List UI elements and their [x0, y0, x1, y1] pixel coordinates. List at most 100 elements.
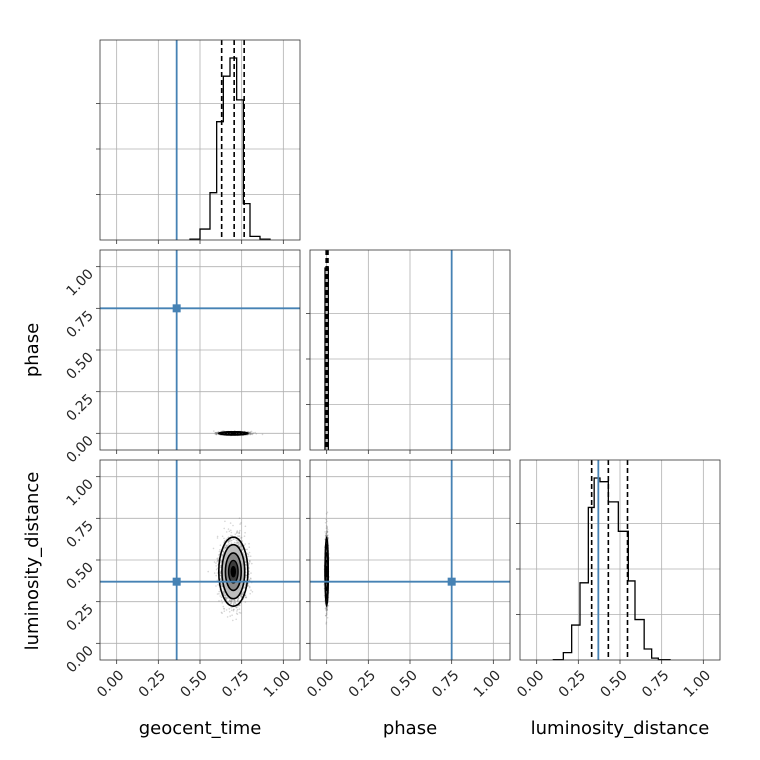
- sample-point: [238, 608, 241, 610]
- y-tick-label: 0.75: [63, 518, 96, 551]
- scatter-geocent-time-vs-phase-contour-level: [230, 431, 237, 436]
- sample-point: [228, 611, 231, 613]
- sample-point: [216, 593, 219, 595]
- sample-point: [214, 431, 217, 434]
- sample-point: [239, 604, 241, 607]
- sample-point: [248, 433, 250, 435]
- x-tick-label: 0.75: [219, 668, 252, 701]
- x-tick-label: 0.00: [94, 668, 127, 701]
- sample-point: [231, 614, 233, 616]
- sample-point: [230, 531, 233, 534]
- sample-point: [226, 616, 229, 618]
- sample-point: [236, 610, 238, 612]
- sample-point: [235, 618, 237, 621]
- y-tick-label: 0.50: [63, 350, 96, 383]
- sample-point: [249, 555, 252, 557]
- sample-point: [249, 433, 252, 436]
- sample-point: [225, 531, 228, 533]
- sample-point: [215, 562, 217, 564]
- sample-point: [234, 533, 237, 535]
- y-tick-label: 0.00: [63, 643, 96, 676]
- sample-point: [213, 572, 216, 574]
- sample-point: [231, 535, 233, 537]
- sample-point: [248, 555, 250, 557]
- sample-point: [220, 596, 223, 599]
- sample-point: [216, 572, 219, 574]
- sample-point: [240, 522, 242, 524]
- sample-point: [229, 522, 232, 524]
- sample-point: [248, 551, 251, 554]
- sample-point: [239, 529, 241, 532]
- sample-point: [244, 531, 246, 534]
- sample-point: [236, 608, 239, 611]
- sample-point: [251, 591, 254, 593]
- sample-point: [252, 432, 255, 434]
- sample-point: [248, 431, 251, 434]
- sample-point: [215, 433, 218, 436]
- sample-point: [215, 433, 218, 436]
- sample-point: [251, 433, 254, 436]
- sample-point: [248, 586, 251, 589]
- y-tick-label: 1.00: [63, 476, 96, 509]
- sample-point: [248, 431, 251, 434]
- sample-point: [215, 574, 217, 577]
- sample-point: [249, 560, 251, 562]
- sample-point: [249, 592, 251, 595]
- sample-point: [215, 565, 217, 567]
- sample-point: [261, 433, 264, 436]
- panels: 0.000.250.500.751.000.00 0.25 0.50 0.75 1.00…: [63, 39, 721, 701]
- y-tick-label: 0.25: [63, 601, 96, 634]
- sample-point: [236, 535, 239, 537]
- sample-point: [221, 602, 224, 604]
- sample-point: [223, 537, 225, 540]
- sample-point: [216, 432, 219, 435]
- sample-point: [228, 608, 231, 610]
- sample-point: [243, 535, 246, 537]
- sample-point: [244, 543, 247, 545]
- sample-point: [250, 430, 253, 433]
- sample-point: [248, 542, 250, 545]
- sample-point: [227, 528, 230, 530]
- sample-point: [250, 572, 252, 574]
- sample-point: [219, 544, 222, 546]
- sample-point: [224, 520, 226, 523]
- sample-point: [212, 547, 215, 550]
- sample-point: [236, 606, 239, 608]
- sample-point: [215, 585, 217, 587]
- sample-point: [222, 430, 224, 432]
- sample-point: [218, 593, 220, 595]
- sample-point: [217, 559, 219, 562]
- sample-point: [254, 431, 256, 434]
- sample-point: [248, 562, 251, 565]
- x-tick-label: 1.00: [261, 668, 294, 701]
- y-tick-label: 1.00: [63, 266, 96, 299]
- sample-point: [222, 605, 225, 608]
- sample-point: [239, 537, 242, 539]
- sample-point: [236, 613, 239, 615]
- sample-point: [218, 550, 221, 553]
- sample-point: [219, 595, 221, 597]
- sample-point: [214, 433, 217, 435]
- sample-point: [221, 612, 223, 614]
- sample-point: [216, 432, 219, 435]
- y-tick-label: 0.50: [63, 560, 96, 593]
- sample-point: [218, 590, 220, 593]
- sample-point: [216, 537, 219, 539]
- sample-point: [213, 561, 216, 563]
- sample-point: [223, 527, 225, 530]
- sample-point: [215, 568, 218, 571]
- sample-point: [247, 582, 250, 585]
- y-tick-label: 0.00: [63, 433, 96, 466]
- sample-point: [238, 535, 241, 537]
- sample-point: [255, 433, 258, 435]
- sample-point: [216, 432, 218, 434]
- scatter-geocent-time-vs-phase-truth-marker: [172, 304, 181, 313]
- sample-point: [225, 609, 228, 611]
- sample-point: [223, 608, 225, 610]
- sample-point: [252, 432, 254, 435]
- sample-point: [230, 609, 233, 612]
- sample-point: [238, 517, 241, 519]
- sample-point: [250, 433, 252, 435]
- sample-point: [232, 619, 234, 622]
- sample-point: [232, 524, 234, 527]
